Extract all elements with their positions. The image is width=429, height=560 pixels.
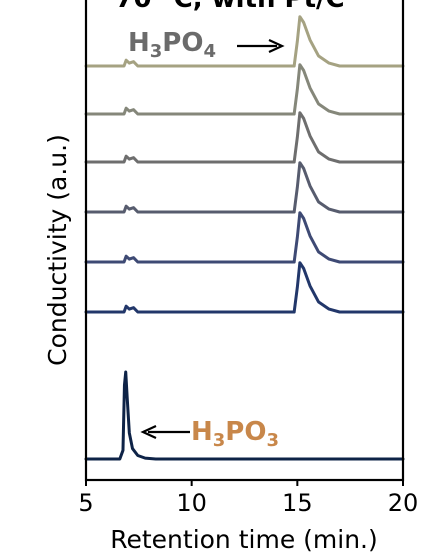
arrow-left-head: [140, 425, 157, 439]
x-tick-label: 10: [176, 489, 207, 517]
x-tick-label: 20: [388, 489, 419, 517]
plot-frame: [84, 0, 405, 482]
trace-1: [84, 370, 405, 461]
chart-title: 70 °C, with Pt/C: [115, 0, 344, 14]
annotation-h3po4: H3PO4: [128, 28, 216, 62]
trace-7: [84, 15, 405, 68]
annotations: H3PO4 H3PO3: [128, 28, 285, 451]
y-axis-label: Conductivity (a.u.): [43, 134, 72, 366]
trace-5: [84, 111, 405, 164]
trace-4: [84, 161, 405, 214]
axes: [84, 0, 405, 482]
annotation-h3po3: H3PO3: [191, 417, 279, 451]
arrow-right-head: [268, 39, 285, 53]
trace-6: [84, 63, 405, 116]
trace-2: [84, 261, 405, 314]
x-tick-label: 5: [78, 489, 93, 517]
x-ticks: 5 10 15 20: [78, 480, 418, 517]
x-tick-label: 15: [282, 489, 313, 517]
traces: [84, 15, 405, 461]
trace-3: [84, 211, 405, 264]
x-axis-label: Retention time (min.): [110, 525, 378, 554]
